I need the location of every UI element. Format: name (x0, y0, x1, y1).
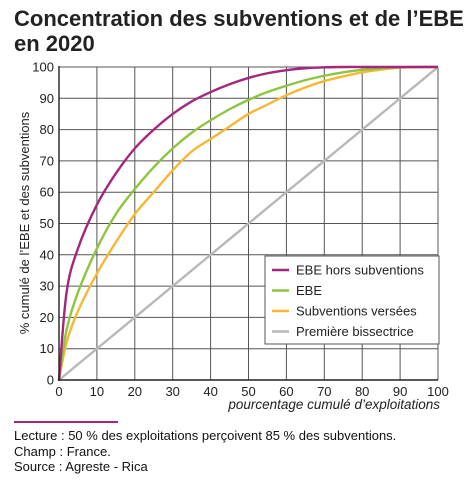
y-tick-label-3: 30 (40, 279, 54, 294)
note-source: Source : Agreste - Rica (14, 459, 148, 474)
x-tick-label-3: 30 (165, 384, 179, 399)
x-tick-label-6: 60 (279, 384, 293, 399)
y-tick-label-8: 80 (40, 122, 54, 137)
notes: Lecture : 50 % des exploitations perçoiv… (14, 428, 469, 475)
note-champ: Champ : France. (14, 443, 111, 459)
y-tick-label-5: 50 (40, 216, 54, 231)
legend-label-2: Subventions versées (296, 304, 417, 319)
line-chart: 0 10 20 30 40 50 60 70 80 90 100 0 10 20 30 40 50 60 70 80… (17, 60, 449, 400)
y-tick-label-0: 0 (47, 373, 54, 388)
y-tick-labels: 0 10 20 30 40 50 60 70 80 90 100 (32, 60, 54, 388)
series-line-3 (58, 66, 439, 381)
x-axis-label: pourcentage cumulé d’exploitations (228, 397, 440, 412)
y-tick-label-6: 60 (40, 185, 54, 200)
x-tick-label-4: 40 (203, 384, 217, 399)
x-tick-label-10: 100 (427, 384, 449, 399)
legend-label-0: EBE hors subventions (296, 263, 424, 278)
y-tick-label-4: 40 (40, 247, 54, 262)
series-line-1 (57, 65, 439, 381)
x-tick-labels: 0 10 20 30 40 50 60 70 80 90 100 (55, 384, 448, 399)
y-tick-label-2: 20 (40, 310, 54, 325)
chart-title: Concentration des subventions et de l’EB… (14, 6, 464, 56)
y-tick-label-9: 90 (40, 91, 54, 106)
x-tick-label-1: 10 (90, 384, 104, 399)
legend: EBE hors subventions EBE Subventions versé… (264, 255, 440, 345)
series-line-0 (57, 65, 438, 381)
legend-box (264, 255, 440, 345)
series-line-2 (57, 65, 439, 381)
x-tick-label-0: 0 (55, 384, 62, 399)
legend-label-1: EBE (296, 283, 322, 298)
note-lecture: Lecture : 50 % des exploitations perçoiv… (14, 428, 397, 443)
x-tick-label-9: 90 (393, 384, 407, 399)
x-tick-label-7: 70 (317, 384, 331, 399)
y-tick-label-1: 10 (40, 341, 54, 356)
notes-divider (14, 421, 118, 423)
axes (58, 66, 438, 381)
x-tick-label-2: 20 (128, 384, 142, 399)
series-lines (57, 65, 439, 381)
x-tick-label-5: 50 (241, 384, 255, 399)
y-tick-label-10: 100 (32, 60, 54, 75)
y-tick-label-7: 70 (40, 153, 54, 168)
x-tick-label-8: 80 (355, 384, 369, 399)
legend-label-3: Première bissectrice (296, 324, 414, 339)
y-axis-label: % cumulé de l’EBE et des subventions (17, 111, 32, 334)
